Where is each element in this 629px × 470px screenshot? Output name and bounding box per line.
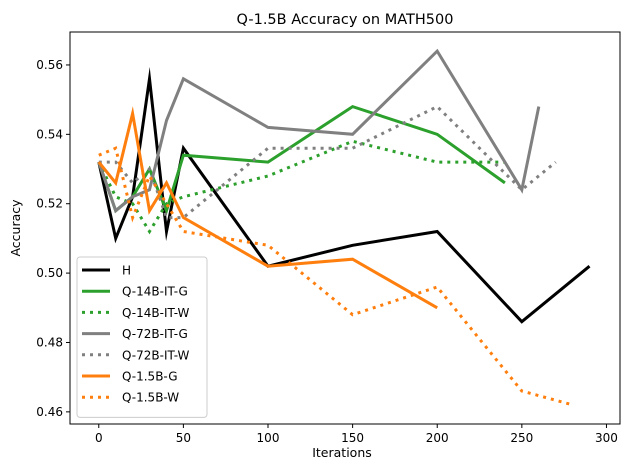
plot-frame <box>69 31 621 425</box>
x-tick-label: 250 <box>510 431 533 445</box>
x-tick-label: 300 <box>595 431 618 445</box>
x-tick-label: 50 <box>176 431 191 445</box>
x-tick-label: 100 <box>257 431 280 445</box>
series-line-q-1-5b-g <box>97 106 438 310</box>
legend-label-q-72b-it-w: Q-72B-IT-W <box>122 348 190 362</box>
x-axis-label: Iterations <box>312 445 372 460</box>
legend-label-q-1-5b-g: Q-1.5B-G <box>122 370 178 384</box>
x-tick-label: 200 <box>426 431 449 445</box>
series-line-q-1-5b-w <box>98 146 573 407</box>
x-tick-label: 0 <box>95 431 103 445</box>
legend-label-q-72b-it-g: Q-72B-IT-G <box>122 327 188 341</box>
series-line-q-72b-it-w <box>98 104 557 220</box>
y-axis-label: Accuracy <box>8 199 23 257</box>
y-tick-label: 0.46 <box>36 405 63 419</box>
y-tick-label: 0.54 <box>36 127 63 141</box>
series-line-q-72b-it-g <box>97 48 541 214</box>
legend-label-q-1-5b-w: Q-1.5B-W <box>122 391 179 405</box>
y-tick-label: 0.56 <box>36 58 63 72</box>
legend-label-q-14b-it-w: Q-14B-IT-W <box>122 306 190 320</box>
y-tick-label: 0.48 <box>36 335 63 349</box>
x-tick-label: 150 <box>341 431 364 445</box>
series-line-q-14b-it-w <box>97 139 505 235</box>
legend-label-q-14b-it-g: Q-14B-IT-G <box>122 285 188 299</box>
y-tick-label: 0.52 <box>36 197 63 211</box>
chart-title: Q-1.5B Accuracy on MATH500 <box>237 12 454 28</box>
legend: H Q-14B-IT-G Q-14B-IT-W Q-72B-IT-G Q-72B-IT-… <box>76 256 208 418</box>
series-line-h <box>97 66 591 324</box>
y-tick-label: 0.50 <box>36 266 63 280</box>
legend-label-h: H <box>122 264 131 278</box>
